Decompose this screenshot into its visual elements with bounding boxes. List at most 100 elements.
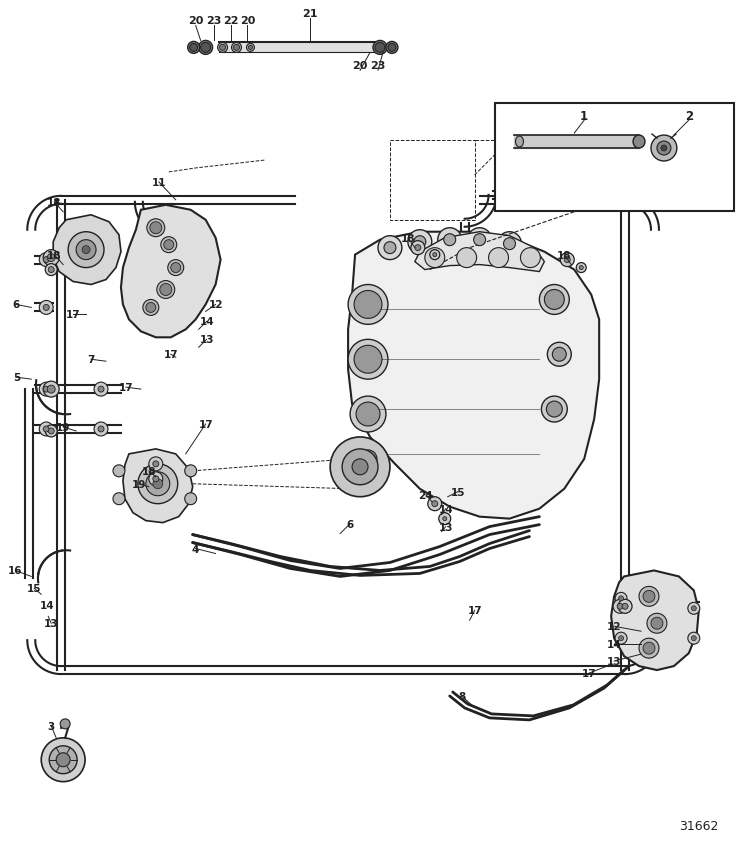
Text: 14: 14 — [200, 317, 214, 327]
Circle shape — [348, 340, 388, 380]
Circle shape — [373, 41, 387, 56]
Circle shape — [411, 241, 424, 256]
Circle shape — [427, 497, 442, 511]
Text: 20: 20 — [352, 62, 368, 71]
Circle shape — [160, 284, 172, 296]
Circle shape — [153, 476, 159, 482]
Circle shape — [639, 587, 659, 607]
Circle shape — [457, 248, 476, 268]
Circle shape — [48, 268, 54, 273]
Circle shape — [171, 263, 181, 273]
Text: 18: 18 — [400, 234, 416, 243]
Text: 3: 3 — [47, 721, 55, 731]
Circle shape — [44, 251, 59, 266]
Circle shape — [619, 596, 623, 601]
Circle shape — [414, 236, 426, 248]
Circle shape — [618, 599, 632, 614]
Circle shape — [468, 229, 491, 252]
Circle shape — [142, 300, 159, 316]
Text: 14: 14 — [40, 601, 55, 610]
Text: 4: 4 — [192, 544, 200, 554]
Text: 18: 18 — [47, 197, 62, 208]
Text: 19: 19 — [56, 423, 70, 432]
Circle shape — [352, 459, 368, 475]
Circle shape — [661, 146, 667, 152]
Circle shape — [444, 235, 456, 246]
Circle shape — [688, 603, 700, 614]
Text: 17: 17 — [118, 382, 134, 392]
Circle shape — [375, 43, 385, 53]
Polygon shape — [123, 449, 193, 523]
Text: 20: 20 — [188, 17, 203, 26]
Circle shape — [432, 501, 438, 507]
Text: 31662: 31662 — [679, 819, 718, 832]
Text: 13: 13 — [200, 335, 214, 345]
Circle shape — [643, 591, 655, 603]
Circle shape — [98, 387, 104, 392]
Circle shape — [657, 142, 671, 156]
Circle shape — [39, 423, 53, 436]
Circle shape — [348, 285, 388, 325]
Text: 13: 13 — [44, 619, 58, 629]
Circle shape — [232, 43, 242, 53]
Polygon shape — [415, 232, 544, 273]
Circle shape — [651, 136, 677, 162]
Circle shape — [503, 238, 515, 251]
Circle shape — [415, 246, 421, 252]
Text: 5: 5 — [13, 373, 20, 382]
Text: 15: 15 — [27, 584, 41, 593]
Polygon shape — [53, 215, 121, 285]
Circle shape — [94, 382, 108, 397]
Text: 16: 16 — [8, 565, 22, 576]
Circle shape — [148, 473, 163, 486]
Circle shape — [384, 242, 396, 254]
Text: 12: 12 — [607, 621, 621, 631]
Circle shape — [44, 426, 50, 432]
Circle shape — [68, 232, 104, 268]
Text: 6: 6 — [13, 300, 20, 310]
Circle shape — [617, 603, 623, 609]
Circle shape — [39, 253, 53, 268]
Bar — [494, 104, 734, 212]
Circle shape — [220, 46, 226, 51]
Circle shape — [50, 746, 77, 774]
Text: 1: 1 — [580, 110, 588, 122]
Text: 17: 17 — [582, 668, 596, 679]
Circle shape — [48, 429, 54, 435]
Circle shape — [520, 248, 541, 268]
Circle shape — [639, 638, 659, 658]
Circle shape — [188, 42, 200, 54]
Circle shape — [692, 636, 696, 641]
Text: 7: 7 — [87, 354, 94, 365]
Circle shape — [164, 241, 174, 251]
Circle shape — [201, 43, 211, 53]
Circle shape — [199, 41, 212, 56]
Circle shape — [41, 738, 85, 782]
Circle shape — [168, 260, 184, 276]
Circle shape — [692, 606, 696, 611]
Circle shape — [248, 46, 253, 51]
Circle shape — [153, 479, 163, 490]
Circle shape — [488, 248, 508, 268]
Text: 17: 17 — [467, 606, 482, 615]
Circle shape — [44, 381, 59, 398]
Circle shape — [45, 264, 57, 276]
Circle shape — [356, 403, 380, 426]
Circle shape — [378, 236, 402, 260]
Ellipse shape — [633, 136, 645, 149]
Circle shape — [94, 423, 108, 436]
Circle shape — [353, 445, 383, 474]
Text: 22: 22 — [223, 17, 238, 26]
Circle shape — [47, 386, 56, 393]
Circle shape — [430, 251, 439, 260]
Text: 12: 12 — [209, 300, 223, 310]
Circle shape — [113, 465, 125, 477]
Bar — [218, 43, 375, 53]
Circle shape — [98, 426, 104, 432]
Circle shape — [359, 451, 377, 468]
Circle shape — [354, 291, 382, 319]
Circle shape — [160, 237, 177, 253]
Circle shape — [113, 493, 125, 505]
Circle shape — [354, 346, 382, 374]
Circle shape — [544, 290, 564, 310]
